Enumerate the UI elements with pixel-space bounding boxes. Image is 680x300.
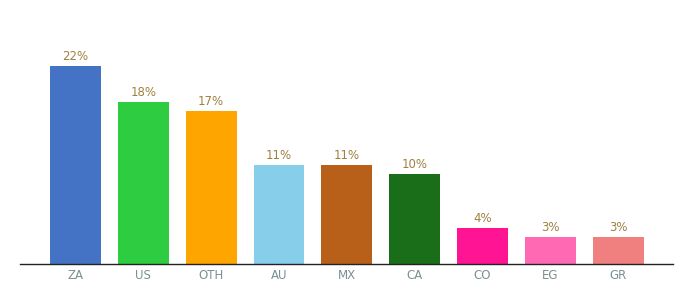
Bar	[457, 228, 508, 264]
Bar	[50, 66, 101, 264]
Bar	[118, 102, 169, 264]
Text: 11%: 11%	[334, 149, 360, 162]
Bar	[322, 165, 372, 264]
Text: 3%: 3%	[609, 221, 628, 234]
Text: 10%: 10%	[402, 158, 428, 171]
Bar	[593, 237, 643, 264]
Bar	[186, 111, 237, 264]
Text: 18%: 18%	[131, 86, 156, 99]
Text: 11%: 11%	[266, 149, 292, 162]
Text: 22%: 22%	[63, 50, 88, 63]
Text: 17%: 17%	[198, 95, 224, 108]
Text: 4%: 4%	[473, 212, 492, 225]
Text: 3%: 3%	[541, 221, 560, 234]
Bar	[525, 237, 576, 264]
Bar	[254, 165, 305, 264]
Bar	[389, 174, 440, 264]
